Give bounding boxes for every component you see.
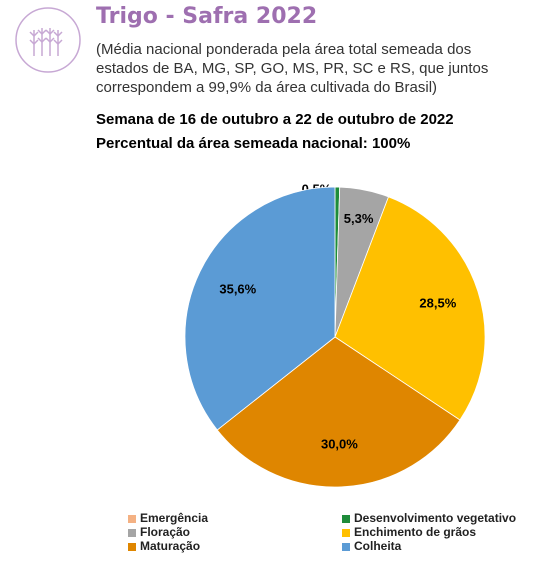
- legend-swatch: [342, 529, 350, 537]
- data-label: 35,6%: [219, 281, 256, 296]
- data-label: 5,3%: [344, 211, 374, 226]
- legend-label: Emergência: [140, 511, 208, 525]
- legend-swatch: [128, 529, 136, 537]
- icon: [15, 7, 81, 73]
- legend-swatch: [128, 543, 136, 551]
- legend-label: Floração: [140, 525, 190, 539]
- coverage: Percentual da área semeada nacional: 100…: [96, 135, 411, 152]
- chart-subtitle: (Média nacional ponderada pela área tota…: [96, 41, 489, 96]
- legend-label: Desenvolvimento vegetativo: [354, 511, 516, 525]
- data-label: 28,5%: [419, 296, 456, 311]
- legend-label: Enchimento de grãos: [354, 525, 476, 539]
- legend-swatch: [128, 515, 136, 523]
- legend-label: Maturação: [140, 539, 200, 553]
- period: Semana de 16 de outubro a 22 de outubro …: [96, 111, 454, 128]
- legend-swatch: [342, 543, 350, 551]
- pie-slice: [216, 336, 461, 488]
- legend-swatch: [342, 515, 350, 523]
- pie-slice: [334, 196, 486, 421]
- chart-title: Trigo - Safra 2022: [96, 4, 318, 29]
- pie-slice: [184, 186, 336, 431]
- data-label: 30,0%: [321, 436, 358, 451]
- legend-label: Colheita: [354, 539, 402, 553]
